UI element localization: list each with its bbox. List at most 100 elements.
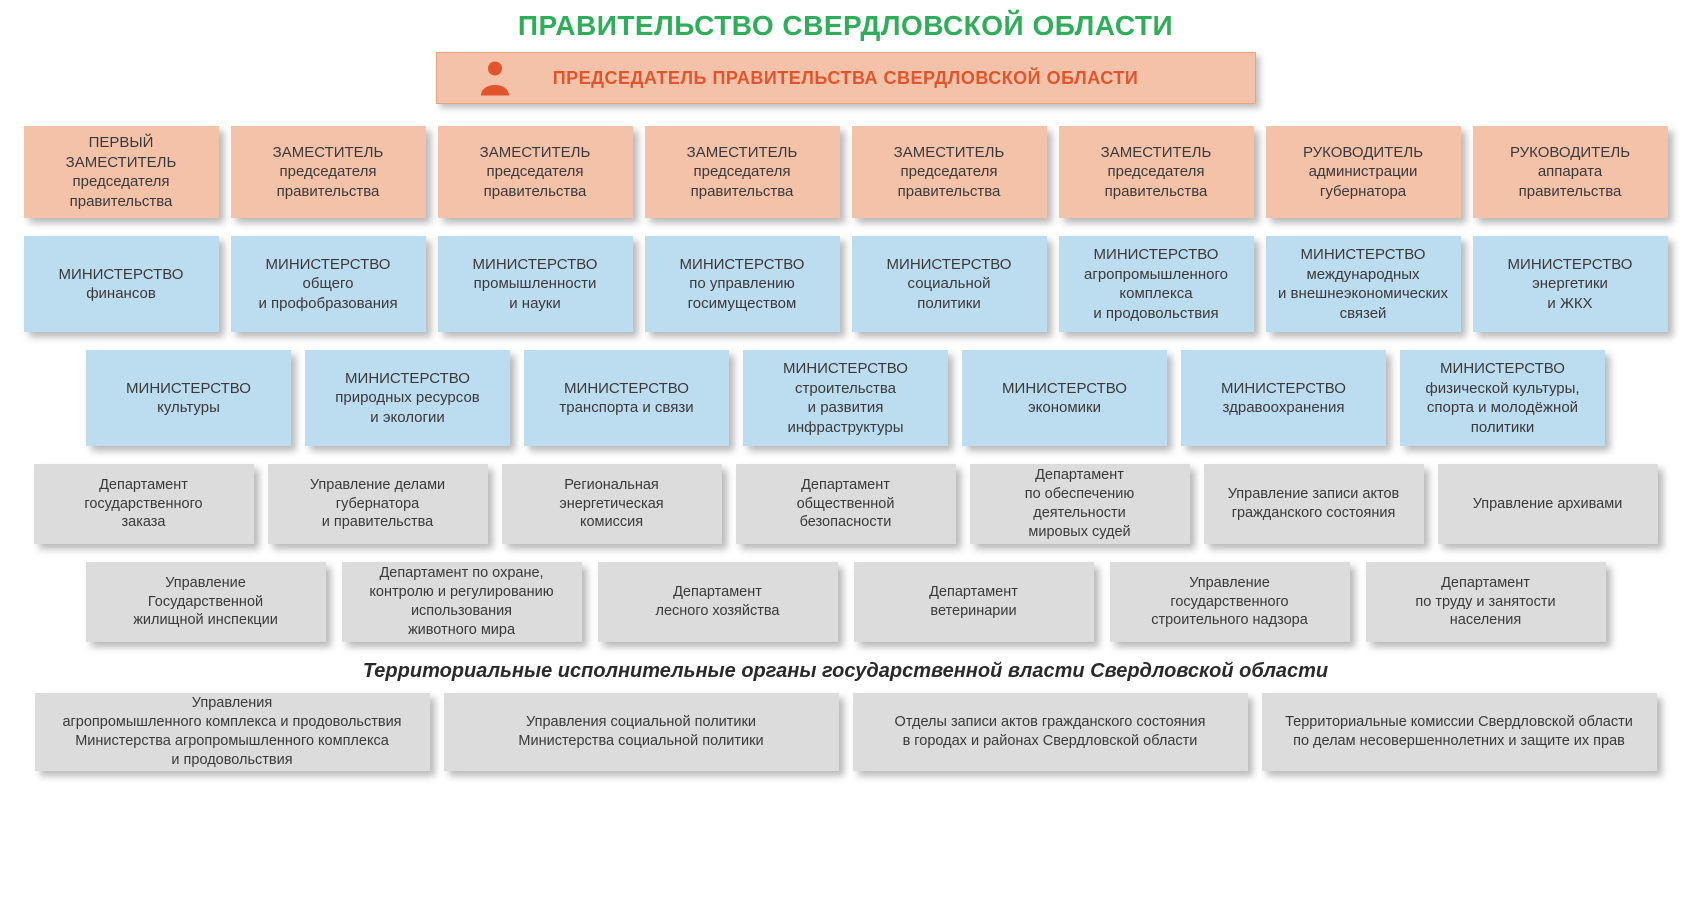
territorial-box-line: по делам несовершеннолетних и защите их … xyxy=(1293,732,1625,751)
department-box-line: государственного xyxy=(84,495,202,514)
deputy-box-line: правительства xyxy=(277,182,380,202)
territorial-box: Управления социальной политикиМинистерст… xyxy=(444,693,839,771)
department-box-line: Управление делами xyxy=(310,476,445,495)
ministry-box-line: строительства xyxy=(795,379,896,399)
ministry-box-line: по управлению xyxy=(689,274,795,294)
deputy-box-line: председателя xyxy=(487,162,584,182)
ministry-box-line: инфраструктуры xyxy=(788,418,904,438)
ministry-box-line: социальной xyxy=(908,274,991,294)
ministry-box: МИНИСТЕРСТВОфинансов xyxy=(24,236,219,332)
deputy-box-line: правительства xyxy=(70,192,173,212)
deputy-box: ПЕРВЫЙЗАМЕСТИТЕЛЬпредседателяправительст… xyxy=(24,126,219,218)
ministry-box-line: спорта и молодёжной xyxy=(1427,398,1578,418)
ministry-box-line: МИНИСТЕРСТВО xyxy=(1002,379,1127,399)
territorial-box-line: агропромышленного комплекса и продовольс… xyxy=(62,713,401,732)
department-box: Департамент по охране,контролю и регулир… xyxy=(342,562,582,642)
ministry-box: МИНИСТЕРСТВОфизической культуры,спорта и… xyxy=(1400,350,1605,446)
deputies-row: ПЕРВЫЙЗАМЕСТИТЕЛЬпредседателяправительст… xyxy=(20,126,1671,218)
department-box-line: по труду и занятости xyxy=(1415,593,1555,612)
ministry-box: МИНИСТЕРСТВОздравоохранения xyxy=(1181,350,1386,446)
department-box: Департаментпо обеспечениюдеятельностимир… xyxy=(970,464,1190,544)
deputy-box-line: РУКОВОДИТЕЛЬ xyxy=(1510,143,1630,163)
department-box: Департаментобщественнойбезопасности xyxy=(736,464,956,544)
ministry-box-line: МИНИСТЕРСТВО xyxy=(887,255,1012,275)
ministry-box-line: МИНИСТЕРСТВО xyxy=(1094,245,1219,265)
ministry-box-line: и продовольствия xyxy=(1093,304,1218,324)
department-box: Департаментгосударственногозаказа xyxy=(34,464,254,544)
ministry-box-line: МИНИСТЕРСТВО xyxy=(680,255,805,275)
department-box-line: Управление архивами xyxy=(1473,495,1623,514)
ministry-box-line: транспорта и связи xyxy=(559,398,693,418)
ministry-box-line: МИНИСТЕРСТВО xyxy=(1301,245,1426,265)
deputy-box: ЗАМЕСТИТЕЛЬпредседателяправительства xyxy=(231,126,426,218)
ministry-box-line: госимуществом xyxy=(688,294,797,314)
department-box: УправлениеГосударственнойжилищной инспек… xyxy=(86,562,326,642)
ministry-box-line: здравоохранения xyxy=(1223,398,1345,418)
ministry-box-line: общего xyxy=(303,274,354,294)
department-box-line: мировых судей xyxy=(1028,523,1130,542)
department-box-line: Департамент xyxy=(929,583,1018,602)
page-title: ПРАВИТЕЛЬСТВО СВЕРДЛОВСКОЙ ОБЛАСТИ xyxy=(20,10,1671,42)
ministry-box-line: МИНИСТЕРСТВО xyxy=(1221,379,1346,399)
ministry-box-line: промышленности xyxy=(474,274,597,294)
department-box-line: Управление xyxy=(165,574,246,593)
department-box: Департаментпо труду и занятостинаселения xyxy=(1366,562,1606,642)
department-box-line: Департамент xyxy=(673,583,762,602)
territorial-subtitle: Территориальные исполнительные органы го… xyxy=(20,660,1671,683)
ministry-box-line: энергетики xyxy=(1532,274,1608,294)
department-box-line: строительного надзора xyxy=(1151,611,1308,630)
ministry-box: МИНИСТЕРСТВОтранспорта и связи xyxy=(524,350,729,446)
ministry-box-line: физической культуры, xyxy=(1425,379,1579,399)
deputy-box-line: ЗАМЕСТИТЕЛЬ xyxy=(273,143,384,163)
department-box: Департаментветеринарии xyxy=(854,562,1094,642)
department-box-line: Департамент по охране, xyxy=(379,564,543,583)
ministry-box: МИНИСТЕРСТВОпо управлениюгосимуществом xyxy=(645,236,840,332)
ministry-box: МИНИСТЕРСТВОагропромышленногокомплексаи … xyxy=(1059,236,1254,332)
territorial-box-line: Территориальные комиссии Свердловской об… xyxy=(1285,713,1633,732)
department-box-line: деятельности xyxy=(1033,504,1126,523)
territorial-box: Управленияагропромышленного комплекса и … xyxy=(35,693,430,771)
ministry-box-line: природных ресурсов xyxy=(335,388,480,408)
ministry-box-line: МИНИСТЕРСТВО xyxy=(1508,255,1633,275)
ministry-box-line: МИНИСТЕРСТВО xyxy=(126,379,251,399)
department-box-line: использования xyxy=(411,602,512,621)
ministry-box: МИНИСТЕРСТВОкультуры xyxy=(86,350,291,446)
deputy-box-line: аппарата xyxy=(1538,162,1602,182)
deputy-box-line: РУКОВОДИТЕЛЬ xyxy=(1303,143,1423,163)
deputy-box-line: губернатора xyxy=(1320,182,1406,202)
department-box-line: лесного хозяйства xyxy=(656,602,780,621)
deputy-box-line: администрации xyxy=(1309,162,1418,182)
territorial-box: Отделы записи актов гражданского состоян… xyxy=(853,693,1248,771)
department-box: Управление деламигубернатораи правительс… xyxy=(268,464,488,544)
department-box: Департаментлесного хозяйства xyxy=(598,562,838,642)
department-box-line: населения xyxy=(1450,611,1521,630)
ministry-box: МИНИСТЕРСТВОэкономики xyxy=(962,350,1167,446)
deputy-box: ЗАМЕСТИТЕЛЬпредседателяправительства xyxy=(1059,126,1254,218)
department-box: Региональнаяэнергетическаякомиссия xyxy=(502,464,722,544)
department-box-line: губернатора xyxy=(336,495,419,514)
deputy-box-line: председателя xyxy=(694,162,791,182)
ministry-box: МИНИСТЕРСТВОсоциальнойполитики xyxy=(852,236,1047,332)
deputy-box-line: ЗАМЕСТИТЕЛЬ xyxy=(687,143,798,163)
department-box-line: контролю и регулированию xyxy=(369,583,553,602)
ministry-box-line: политики xyxy=(917,294,980,314)
ministry-box-line: МИНИСТЕРСТВО xyxy=(59,265,184,285)
department-box-line: Департамент xyxy=(1441,574,1530,593)
deputy-box-line: правительства xyxy=(1519,182,1622,202)
territorial-box-line: и продовольствия xyxy=(171,751,292,770)
ministry-box: МИНИСТЕРСТВОпромышленностии науки xyxy=(438,236,633,332)
department-box-line: гражданского состояния xyxy=(1232,504,1396,523)
ministry-box: МИНИСТЕРСТВОприродных ресурсови экологии xyxy=(305,350,510,446)
ministry-box-line: МИНИСТЕРСТВО xyxy=(345,369,470,389)
territorial-box-line: Отделы записи актов гражданского состоян… xyxy=(895,713,1206,732)
deputy-box: ЗАМЕСТИТЕЛЬпредседателяправительства xyxy=(645,126,840,218)
department-box-line: жилищной инспекции xyxy=(133,611,278,630)
ministry-box-line: и профобразования xyxy=(258,294,397,314)
deputy-box-line: ЗАМЕСТИТЕЛЬ xyxy=(66,153,177,173)
ministry-box-line: международных xyxy=(1306,265,1419,285)
department-box-line: и правительства xyxy=(322,513,433,532)
department-box-line: Департамент xyxy=(801,476,890,495)
deputy-box-line: ЗАМЕСТИТЕЛЬ xyxy=(894,143,1005,163)
ministry-box: МИНИСТЕРСТВОстроительстваи развитияинфра… xyxy=(743,350,948,446)
department-box-line: общественной xyxy=(797,495,895,514)
